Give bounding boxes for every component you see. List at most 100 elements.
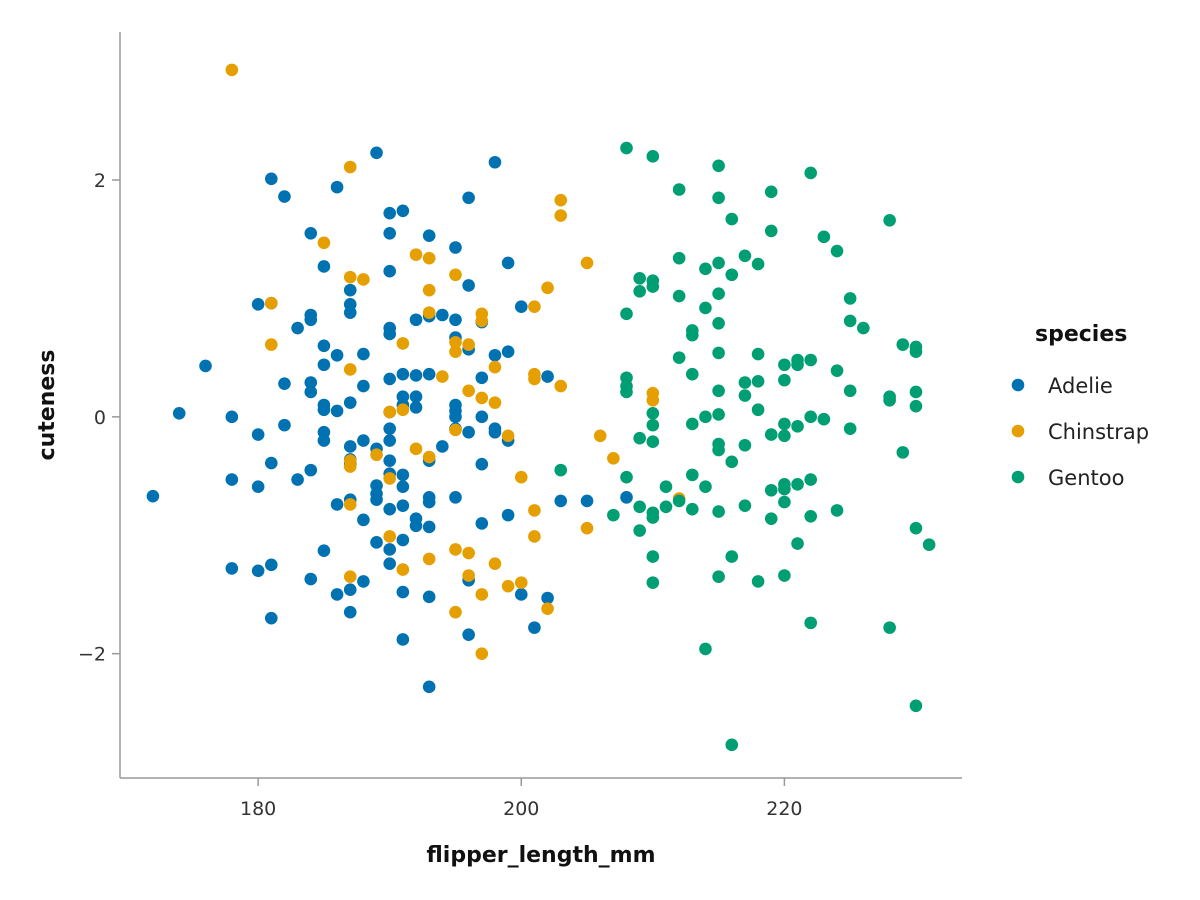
data-point [278,190,291,203]
data-point [607,451,620,465]
data-point [357,347,370,361]
data-point [646,511,660,524]
data-point [725,550,739,563]
data-point [804,410,818,424]
data-point [436,370,449,383]
data-point [488,557,502,570]
data-point [422,306,436,319]
data-point [528,300,541,314]
data-point [712,505,725,518]
data-point [264,172,278,186]
data-point [541,602,554,615]
data-point [462,546,475,560]
data-point [646,418,660,432]
data-point [843,384,857,398]
data-point [304,572,318,586]
data-point [278,418,291,432]
data-point [383,543,397,556]
data-point [462,628,475,642]
data-point [343,160,357,174]
data-point [409,442,423,456]
data-point [646,576,660,589]
data-point [804,353,818,367]
data-point [396,563,410,576]
data-point [383,372,397,386]
data-point [343,440,357,453]
data-point [738,499,752,512]
data-point [738,438,752,452]
data-point [883,393,896,407]
data-point [541,370,554,383]
data-point [541,281,554,295]
data-point [528,504,541,517]
data-point [370,146,383,160]
data-point [409,369,423,382]
data-point [699,262,712,276]
data-point [633,285,646,298]
data-point [422,229,436,242]
data-point [462,191,475,205]
data-point [475,410,489,424]
data-point [343,570,357,583]
points-layer [146,63,936,752]
legend-label-adelie: Adelie [1048,374,1113,398]
data-point [317,339,331,353]
data-point [672,289,686,303]
data-point [146,489,160,503]
data-point [857,321,870,335]
data-point [633,431,646,445]
data-point [501,429,515,443]
data-point [712,408,725,421]
data-point [738,376,752,389]
x-tick-label: 200 [503,798,539,820]
data-point [449,423,462,437]
legend-items: Adelie Chinstrap Gentoo [1011,374,1149,490]
data-point [291,321,304,335]
data-point [317,236,331,250]
y-axis-title: cuteness [35,350,60,461]
data-point [778,358,791,372]
data-point [501,256,515,270]
data-point [462,338,475,351]
data-point [449,410,462,424]
data-point [712,384,725,398]
data-point [804,616,818,630]
data-point [317,403,331,417]
legend-label-gentoo: Gentoo [1048,466,1124,490]
data-point [843,314,857,328]
data-point [462,384,475,398]
data-point [712,346,725,360]
data-point [817,230,831,244]
data-point [264,611,278,625]
data-point [475,647,489,660]
x-axis-title: flipper_length_mm [426,843,655,868]
data-point [646,406,660,420]
data-point [685,417,699,431]
data-point [791,537,804,550]
data-point [501,579,515,593]
data-point [370,493,383,507]
data-point [712,316,725,330]
data-point [685,502,699,516]
data-point [330,348,344,362]
data-point [436,308,449,322]
data-point [554,209,568,222]
data-point [343,460,357,473]
data-point [488,155,502,169]
data-point [475,391,489,405]
data-point [449,313,462,327]
data-point [659,480,673,494]
data-point [909,399,923,413]
data-point [449,241,462,254]
data-point [501,345,515,359]
data-point [843,422,857,435]
data-point [646,150,660,163]
data-point [383,227,397,240]
data-point [422,367,436,381]
data-point [883,213,896,227]
data-point [620,385,633,399]
data-point [317,544,331,557]
data-point [304,385,318,399]
data-point [383,472,397,485]
data-point [738,389,752,402]
